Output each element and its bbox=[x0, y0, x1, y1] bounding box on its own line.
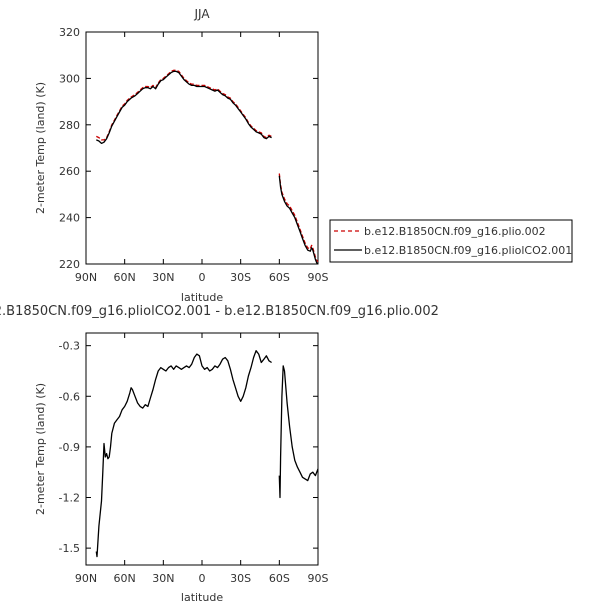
top-x-tick-label: 30S bbox=[230, 271, 251, 284]
top-series-1-line bbox=[96, 70, 272, 145]
top-y-tick-label: 300 bbox=[59, 72, 80, 85]
bottom-series-0-line bbox=[278, 365, 319, 499]
bottom-x-tick-label: 30S bbox=[230, 572, 251, 585]
top-x-axis: 90N 60N 30N 0 30S 60S 90S bbox=[75, 32, 329, 284]
top-x-tick-label: 90N bbox=[75, 271, 97, 284]
top-x-axis-label: latitude bbox=[181, 291, 223, 304]
top-chart-title: JJA bbox=[193, 7, 210, 21]
bottom-y-axis: -1.5 -1.2 -0.9 -0.6 -0.3 bbox=[59, 340, 318, 555]
top-x-tick-label: 60S bbox=[269, 271, 290, 284]
top-y-tick-label: 240 bbox=[59, 212, 80, 225]
bottom-chart-title: b.e12.B1850CN.f09_g16.pliolCO2.001 - b.e… bbox=[0, 304, 439, 319]
top-y-tick-label: 220 bbox=[59, 258, 80, 271]
bottom-x-axis-label: latitude bbox=[181, 591, 223, 604]
legend-label-pliolco2: b.e12.B1850CN.f09_g16.pliolCO2.001 bbox=[364, 244, 572, 257]
top-series-0-line bbox=[96, 69, 272, 141]
bottom-series-lines bbox=[95, 350, 319, 558]
legend: b.e12.B1850CN.f09_g16.plio.002 b.e12.B18… bbox=[329, 219, 573, 263]
top-plot-frame bbox=[85, 31, 319, 265]
bottom-x-tick-label: 60S bbox=[269, 572, 290, 585]
bottom-x-tick-label: 90N bbox=[75, 572, 97, 585]
top-y-tick-label: 320 bbox=[59, 26, 80, 39]
bottom-x-tick-label: 90S bbox=[308, 572, 329, 585]
bottom-x-axis: 90N 60N 30N 0 30S 60S 90S bbox=[75, 333, 329, 585]
bottom-y-tick-label: -1.5 bbox=[59, 542, 80, 555]
top-y-tick-label: 280 bbox=[59, 119, 80, 132]
bottom-x-tick-label: 0 bbox=[199, 572, 206, 585]
top-y-axis-label: 2-meter Temp (land) (K) bbox=[34, 82, 47, 214]
bottom-series-0-line bbox=[95, 350, 272, 558]
bottom-panel: b.e12.B1850CN.f09_g16.pliolCO2.001 - b.e… bbox=[0, 304, 439, 604]
top-y-tick-label: 260 bbox=[59, 165, 80, 178]
top-series-lines bbox=[96, 69, 319, 265]
top-x-tick-label: 0 bbox=[199, 271, 206, 284]
top-y-axis: 220 240 260 280 300 320 bbox=[59, 26, 318, 271]
top-series-1-line bbox=[278, 175, 319, 265]
top-x-tick-label: 30N bbox=[152, 271, 174, 284]
legend-label-plio: b.e12.B1850CN.f09_g16.plio.002 bbox=[364, 225, 546, 238]
bottom-x-tick-label: 30N bbox=[152, 572, 174, 585]
bottom-x-tick-label: 60N bbox=[114, 572, 136, 585]
bottom-y-tick-label: -1.2 bbox=[59, 492, 80, 505]
top-x-tick-label: 60N bbox=[114, 271, 136, 284]
bottom-y-tick-label: -0.6 bbox=[59, 390, 80, 403]
bottom-y-tick-label: -0.9 bbox=[59, 441, 80, 454]
top-x-tick-label: 90S bbox=[308, 271, 329, 284]
legend-frame bbox=[329, 219, 573, 263]
bottom-y-axis-label: 2-meter Temp (land) (K) bbox=[34, 383, 47, 515]
bottom-y-tick-label: -0.3 bbox=[59, 340, 80, 353]
